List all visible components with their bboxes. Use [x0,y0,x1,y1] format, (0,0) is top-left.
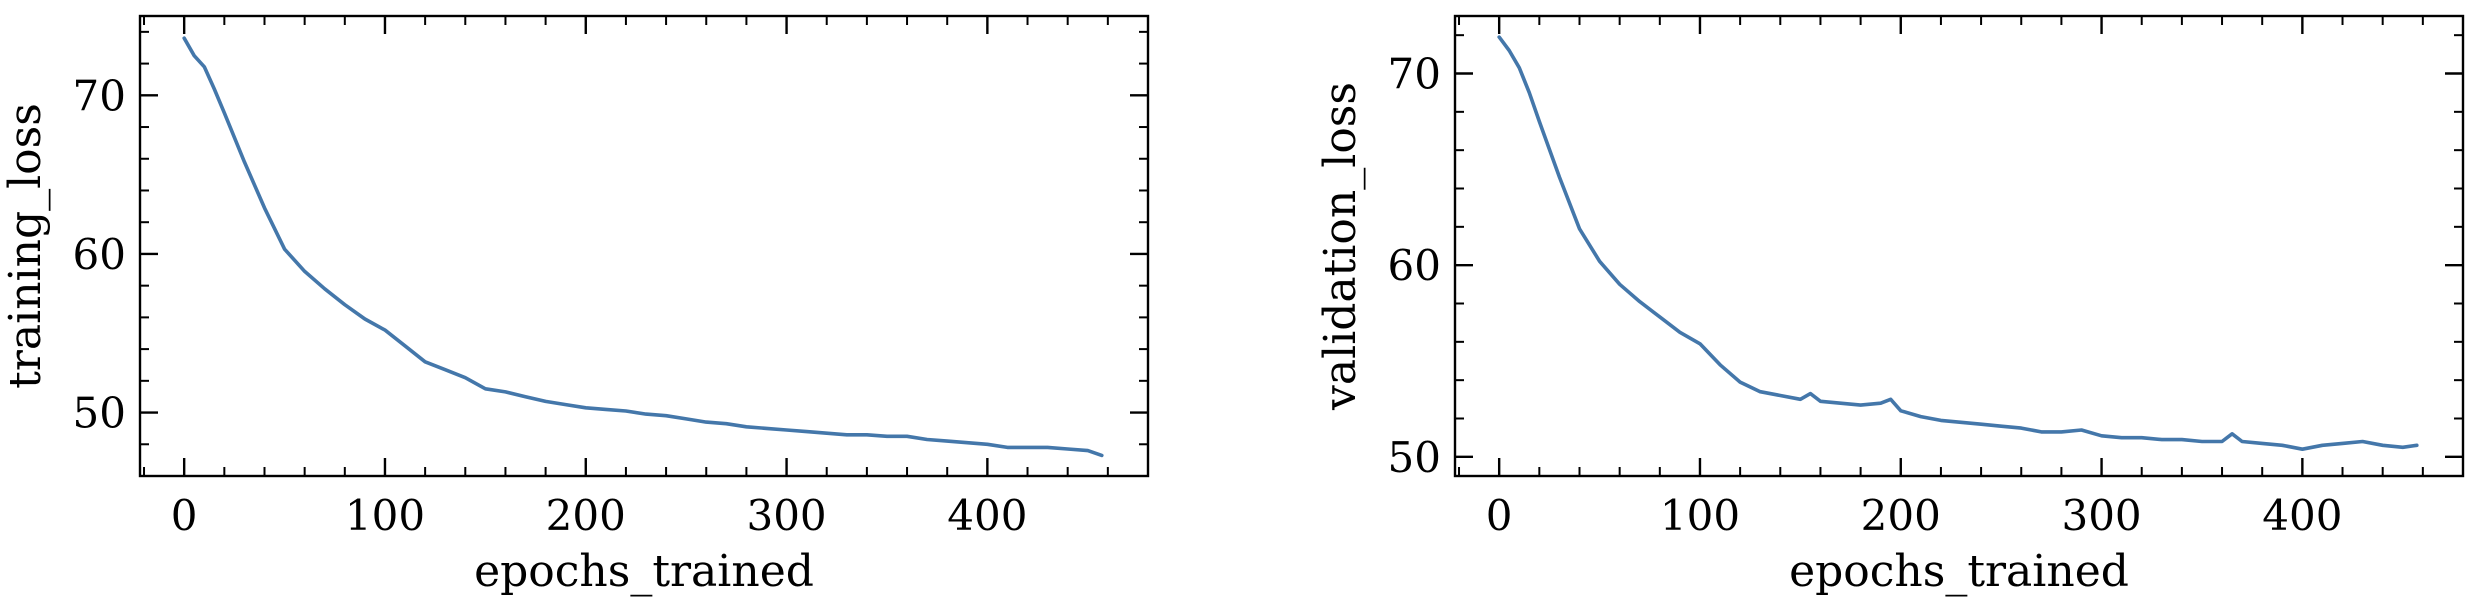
y-axis-label: training_loss [0,103,51,389]
y-axis-label: validation_loss [1315,82,1366,411]
x-axis-label: epochs_trained [474,546,814,597]
y-tick-label: 70 [1388,50,1441,99]
validation-loss-chart: 0 100 200 300 400 50 60 70 epochs_trained validat… [1315,14,2465,597]
x-axis-label: epochs_trained [1789,546,2129,597]
y-tick-label: 60 [1388,241,1441,290]
x-tick-label: 100 [345,491,425,540]
x-tick-label: 200 [1861,491,1941,540]
x-tick-label: 400 [2262,491,2342,540]
plot-frame [138,14,1150,478]
y-tick-label: 70 [73,71,126,120]
training-loss-chart: 0 100 200 300 400 50 60 70 epochs_trained trainin… [0,14,1150,597]
x-tick-label: 400 [947,491,1027,540]
x-tick-label: 200 [546,491,626,540]
y-tick-label: 50 [1388,433,1441,482]
y-tick-label: 60 [73,230,126,279]
x-tick-label: 300 [746,491,826,540]
x-tick-label: 100 [1660,491,1740,540]
x-tick-label: 0 [171,491,198,540]
validation-loss-series-line [1497,35,2419,452]
y-tick-label: 50 [73,389,126,438]
plot-frame [1453,14,2465,478]
x-tick-label: 0 [1486,491,1513,540]
x-tick-label: 300 [2061,491,2141,540]
training-loss-series-line [182,36,1104,458]
